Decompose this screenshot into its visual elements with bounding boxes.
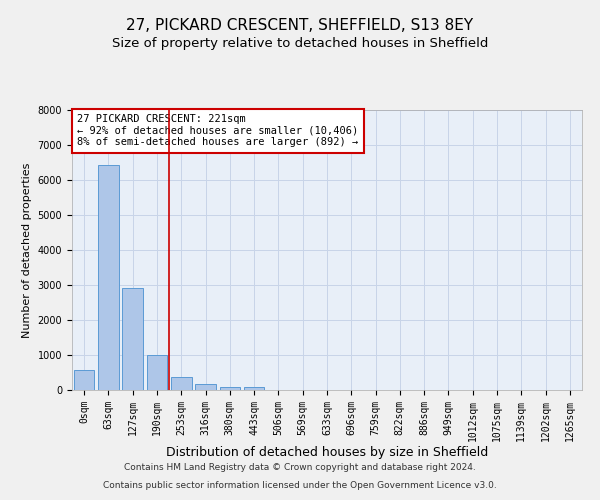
Text: 27 PICKARD CRESCENT: 221sqm
← 92% of detached houses are smaller (10,406)
8% of : 27 PICKARD CRESCENT: 221sqm ← 92% of det… (77, 114, 358, 148)
Bar (122, 288, 143, 390)
Bar (98, 165, 119, 390)
Bar (220, 386, 240, 390)
Bar (171, 378, 191, 390)
Bar (74, 370, 94, 390)
Bar (146, 356, 167, 390)
Text: Contains HM Land Registry data © Crown copyright and database right 2024.: Contains HM Land Registry data © Crown c… (124, 464, 476, 472)
Bar (244, 387, 265, 390)
Text: Size of property relative to detached houses in Sheffield: Size of property relative to detached ho… (112, 38, 488, 51)
Text: Contains public sector information licensed under the Open Government Licence v3: Contains public sector information licen… (103, 481, 497, 490)
Text: 27, PICKARD CRESCENT, SHEFFIELD, S13 8EY: 27, PICKARD CRESCENT, SHEFFIELD, S13 8EY (127, 18, 473, 32)
Y-axis label: Number of detached properties: Number of detached properties (22, 162, 32, 338)
X-axis label: Distribution of detached houses by size in Sheffield: Distribution of detached houses by size … (166, 446, 488, 460)
Bar (195, 384, 216, 390)
